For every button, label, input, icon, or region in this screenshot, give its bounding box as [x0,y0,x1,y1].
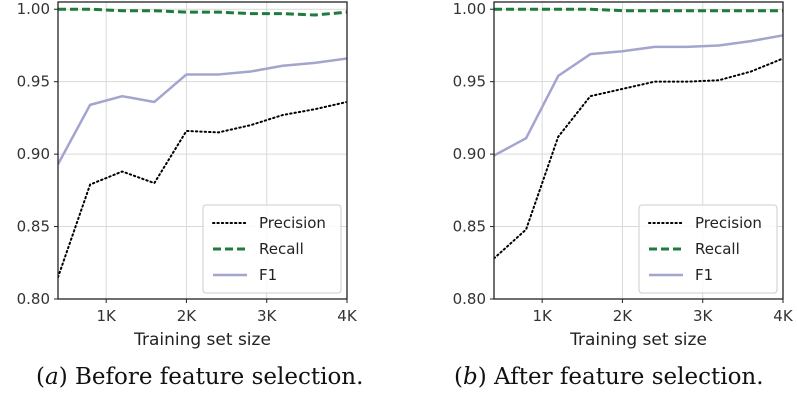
caption-a-text: Before feature selection. [75,364,364,390]
series-line-precision [58,100,347,279]
legend: Precision Recall F1 [202,204,342,294]
x-axis-label: Training set size [133,330,271,350]
y-tick-label: 0.90 [17,145,50,163]
legend-label-precision: Precision [695,214,762,232]
caption-b-text: After feature selection. [494,364,764,390]
legend-box [202,204,342,294]
series-line-precision [494,57,783,260]
caption-b-symbol: b [462,364,478,390]
x-tick-label: 4K [773,307,794,325]
x-tick-label: 1K [532,307,553,325]
series-line-f1 [494,34,783,157]
y-tick-label: 0.80 [17,290,50,308]
y-tick-label: 1.00 [453,0,486,18]
legend-label-recall: Recall [695,240,740,258]
x-tick-label: 4K [337,307,358,325]
x-tick-label: 3K [693,307,714,325]
series-group [58,7,347,279]
legend-box [638,204,778,294]
legend-label-recall: Recall [259,240,304,258]
y-tick-label: 0.85 [453,218,486,236]
caption-a: (a) Before feature selection. [36,364,364,390]
plot-frame [493,1,784,300]
chart-panel-1: 0.80 0.85 0.90 0.95 1.00 1K 2K 3K 4K Training set… [453,0,794,350]
y-tick-label: 0.85 [17,218,50,236]
caption-a-symbol: a [44,364,59,390]
legend-label-precision: Precision [259,214,326,232]
y-tick-label: 0.95 [453,73,486,91]
x-tick-label: 2K [177,307,198,325]
legend-label-f1: F1 [259,266,277,284]
chart-panel-0: 0.80 0.85 0.90 0.95 1.00 1K 2K 3K 4K Training set… [17,0,358,350]
series-group [494,7,783,260]
x-axis-label: Training set size [569,330,707,350]
caption-b: (b) After feature selection. [454,364,764,390]
y-tick-label: 0.80 [453,290,486,308]
legend: Precision Recall F1 [638,204,778,294]
series-line-recall [494,7,783,13]
series-line-recall [58,7,347,17]
series-line-f1 [58,57,347,165]
x-tick-label: 2K [613,307,634,325]
legend-label-f1: F1 [695,266,713,284]
plot-frame [57,1,348,300]
x-tick-label: 1K [96,307,117,325]
y-tick-label: 0.95 [17,73,50,91]
y-tick-label: 0.90 [453,145,486,163]
x-tick-label: 3K [257,307,278,325]
y-tick-label: 1.00 [17,0,50,18]
